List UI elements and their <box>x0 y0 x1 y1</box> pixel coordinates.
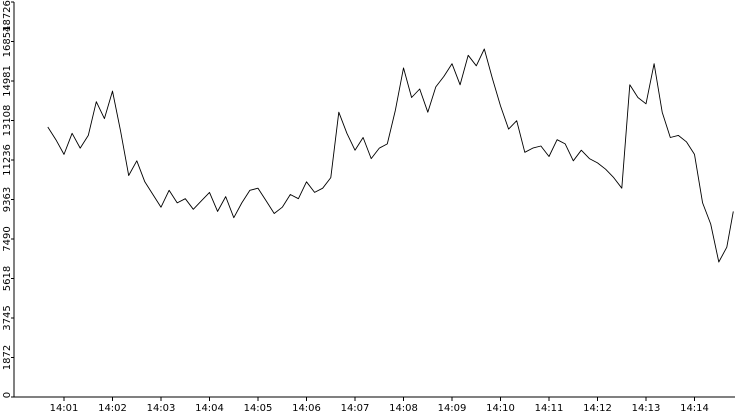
y-tick-label: 7490 <box>2 226 13 251</box>
x-tick-label: 14:11 <box>535 403 564 414</box>
x-tick-label: 14:12 <box>583 403 612 414</box>
x-tick-label: 14:03 <box>147 403 176 414</box>
x-tick-label: 14:10 <box>486 403 515 414</box>
y-tick-label: 13108 <box>2 105 13 137</box>
y-tick-label: 3745 <box>2 305 13 330</box>
x-tick-label: 14:09 <box>438 403 467 414</box>
y-tick-label: 11236 <box>2 144 13 176</box>
x-tick-label: 14:07 <box>341 403 370 414</box>
x-tick-label: 14:05 <box>244 403 273 414</box>
y-tick-label: 18726 <box>2 0 13 32</box>
x-tick-label: 14:14 <box>680 403 709 414</box>
x-tick-label: 14:04 <box>195 403 224 414</box>
y-tick-label: 5618 <box>2 266 13 291</box>
y-tick-label: 16854 <box>2 26 13 58</box>
y-tick-label: 0 <box>2 392 13 398</box>
series-line-0 <box>47 48 734 263</box>
x-tick-label: 14:08 <box>389 403 418 414</box>
y-tick-label: 14981 <box>2 65 13 97</box>
y-tick-label: 9363 <box>2 187 13 212</box>
x-axis: 14:01 14:02 14:03 14:04 14:05 14:06 14:07 14:08… <box>14 396 735 414</box>
y-tick-label: 1872 <box>2 345 13 370</box>
plot-area <box>47 48 734 263</box>
x-tick-label: 14:13 <box>632 403 661 414</box>
x-tick-label: 14:01 <box>50 403 79 414</box>
x-tick-label: 14:02 <box>98 403 127 414</box>
y-axis: 0 1872 3745 5618 7490 9363 11236 13108 14981 1685… <box>2 0 15 398</box>
x-tick-label: 14:06 <box>292 403 321 414</box>
